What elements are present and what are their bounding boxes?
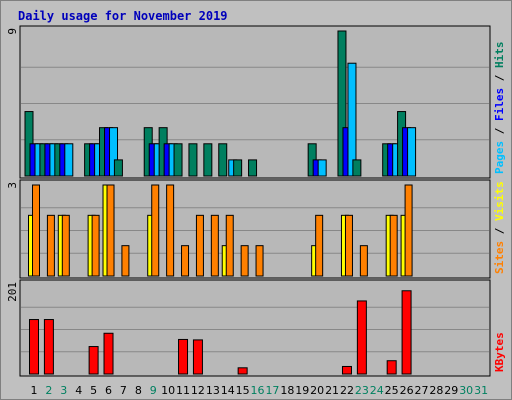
- x-tick-label-day-8: 8: [135, 384, 142, 397]
- bar-hits-day-16: [248, 159, 258, 177]
- x-tick-label-day-5: 5: [90, 384, 97, 397]
- bar-kbytes-day-22: [341, 365, 352, 375]
- bar-pages-day-22: [347, 62, 357, 177]
- bar-sites-day-15: [240, 245, 249, 277]
- legend-sites: Sites: [493, 241, 506, 274]
- bar-kbytes-day-12: [192, 339, 203, 375]
- bar-kbytes-day-11: [178, 338, 189, 375]
- panel-visits_sites: 3 Sites / Visits: [6, 179, 506, 279]
- bar-pages-day-6: [109, 127, 119, 177]
- panel-kbytes: 201 KBytes: [6, 279, 506, 377]
- x-tick-label-day-14: 14: [221, 384, 235, 397]
- legend-pages: Pages: [493, 141, 506, 174]
- bar-kbytes-day-23: [356, 300, 367, 375]
- bar-kbytes-day-25: [386, 360, 397, 375]
- x-axis-labels: 1 2 3 4 5 6 7 8 9 10 11 12 13 14 15 16 17 18 19 20 21 22 23 24 2…: [31, 384, 489, 397]
- panel-hits_files_pages: 9 Pages / Files / Hits: [6, 25, 506, 179]
- x-tick-label-day-7: 7: [120, 384, 127, 397]
- bar-kbytes-day-1: [29, 319, 39, 375]
- bar-hits-day-12: [188, 143, 198, 177]
- bar-pages-day-26: [407, 127, 417, 177]
- bar-sites-day-14: [225, 214, 234, 277]
- x-tick-label-day-23: 23: [355, 384, 369, 397]
- x-tick-label-day-1: 1: [31, 384, 38, 397]
- bar-hits-day-11: [173, 143, 183, 177]
- x-tick-label-day-17: 17: [265, 384, 279, 397]
- x-tick-label-day-30: 30: [459, 384, 473, 397]
- panel-legend-hits_files_pages: Pages / Files / Hits: [493, 42, 506, 175]
- panel-legend-visits_sites: Sites / Visits: [493, 181, 506, 274]
- x-tick-label-day-31: 31: [474, 384, 488, 397]
- legend-visits: Visits: [493, 181, 506, 221]
- bar-hits-day-14: [218, 143, 228, 177]
- bar-hits-day-22: [337, 30, 347, 177]
- x-tick-label-day-25: 25: [385, 384, 399, 397]
- x-tick-label-day-27: 27: [414, 384, 428, 397]
- bar-pages-day-20: [317, 159, 327, 177]
- bar-kbytes-day-6: [103, 332, 114, 375]
- x-tick-label-day-10: 10: [161, 384, 175, 397]
- bar-kbytes-day-26: [401, 290, 412, 375]
- x-tick-label-day-2: 2: [45, 384, 52, 397]
- x-tick-label-day-3: 3: [60, 384, 67, 397]
- x-tick-label-day-28: 28: [429, 384, 443, 397]
- bar-sites-day-12: [195, 214, 204, 277]
- x-tick-label-day-21: 21: [325, 384, 339, 397]
- x-tick-label-day-19: 19: [295, 384, 309, 397]
- legend-separator: /: [493, 121, 506, 141]
- bar-kbytes-day-15: [237, 367, 248, 375]
- bar-sites-day-10: [166, 184, 175, 277]
- bar-sites-day-7: [121, 245, 130, 277]
- x-tick-label-day-18: 18: [280, 384, 294, 397]
- bar-sites-day-5: [91, 214, 100, 277]
- bar-kbytes-day-2: [43, 319, 54, 375]
- y-tick-label: 201: [6, 282, 19, 302]
- y-tick-label: 9: [6, 28, 19, 35]
- chart-title: Daily usage for November 2019: [18, 9, 228, 23]
- x-tick-label-day-13: 13: [206, 384, 220, 397]
- legend-files: Files: [493, 88, 506, 121]
- bar-sites-day-16: [255, 245, 264, 277]
- bar-sites-day-1: [32, 184, 40, 277]
- bar-hits-day-13: [203, 143, 213, 177]
- x-tick-label-day-9: 9: [150, 384, 157, 397]
- legend-kbytes: KBytes: [493, 332, 506, 372]
- bar-sites-day-25: [389, 214, 398, 277]
- x-tick-label-day-11: 11: [176, 384, 190, 397]
- bar-hits-day-7: [113, 159, 123, 177]
- chart-panels: 9 Pages / Files / Hits 3 Sites / Visits 201 K…: [6, 25, 506, 377]
- bar-hits-day-15: [233, 159, 243, 177]
- bar-hits-day-23: [352, 159, 362, 177]
- panel-legend-kbytes: KBytes: [493, 332, 506, 372]
- x-tick-label-day-4: 4: [75, 384, 82, 397]
- bar-sites-day-13: [210, 214, 219, 277]
- bar-sites-day-2: [46, 214, 55, 277]
- x-tick-label-day-22: 22: [340, 384, 354, 397]
- bar-sites-day-9: [151, 184, 160, 277]
- bar-kbytes-day-5: [88, 346, 99, 375]
- x-tick-label-day-12: 12: [191, 384, 205, 397]
- x-tick-label-day-24: 24: [370, 384, 384, 397]
- x-tick-label-day-6: 6: [105, 384, 112, 397]
- legend-separator: /: [493, 221, 506, 241]
- legend-separator: /: [493, 68, 506, 88]
- bar-sites-day-11: [181, 245, 190, 277]
- bar-sites-day-3: [61, 214, 70, 277]
- legend-hits: Hits: [493, 42, 506, 69]
- bar-sites-day-26: [404, 184, 413, 277]
- bar-pages-day-3: [64, 143, 74, 177]
- bar-sites-day-20: [315, 214, 324, 277]
- x-tick-label-day-16: 16: [251, 384, 265, 397]
- x-tick-label-day-29: 29: [444, 384, 458, 397]
- y-tick-label: 3: [6, 182, 19, 189]
- x-tick-label-day-20: 20: [310, 384, 324, 397]
- x-tick-label-day-15: 15: [236, 384, 250, 397]
- bar-sites-day-6: [106, 184, 115, 277]
- bar-sites-day-23: [359, 245, 368, 277]
- x-tick-label-day-26: 26: [400, 384, 414, 397]
- bar-sites-day-22: [344, 214, 353, 277]
